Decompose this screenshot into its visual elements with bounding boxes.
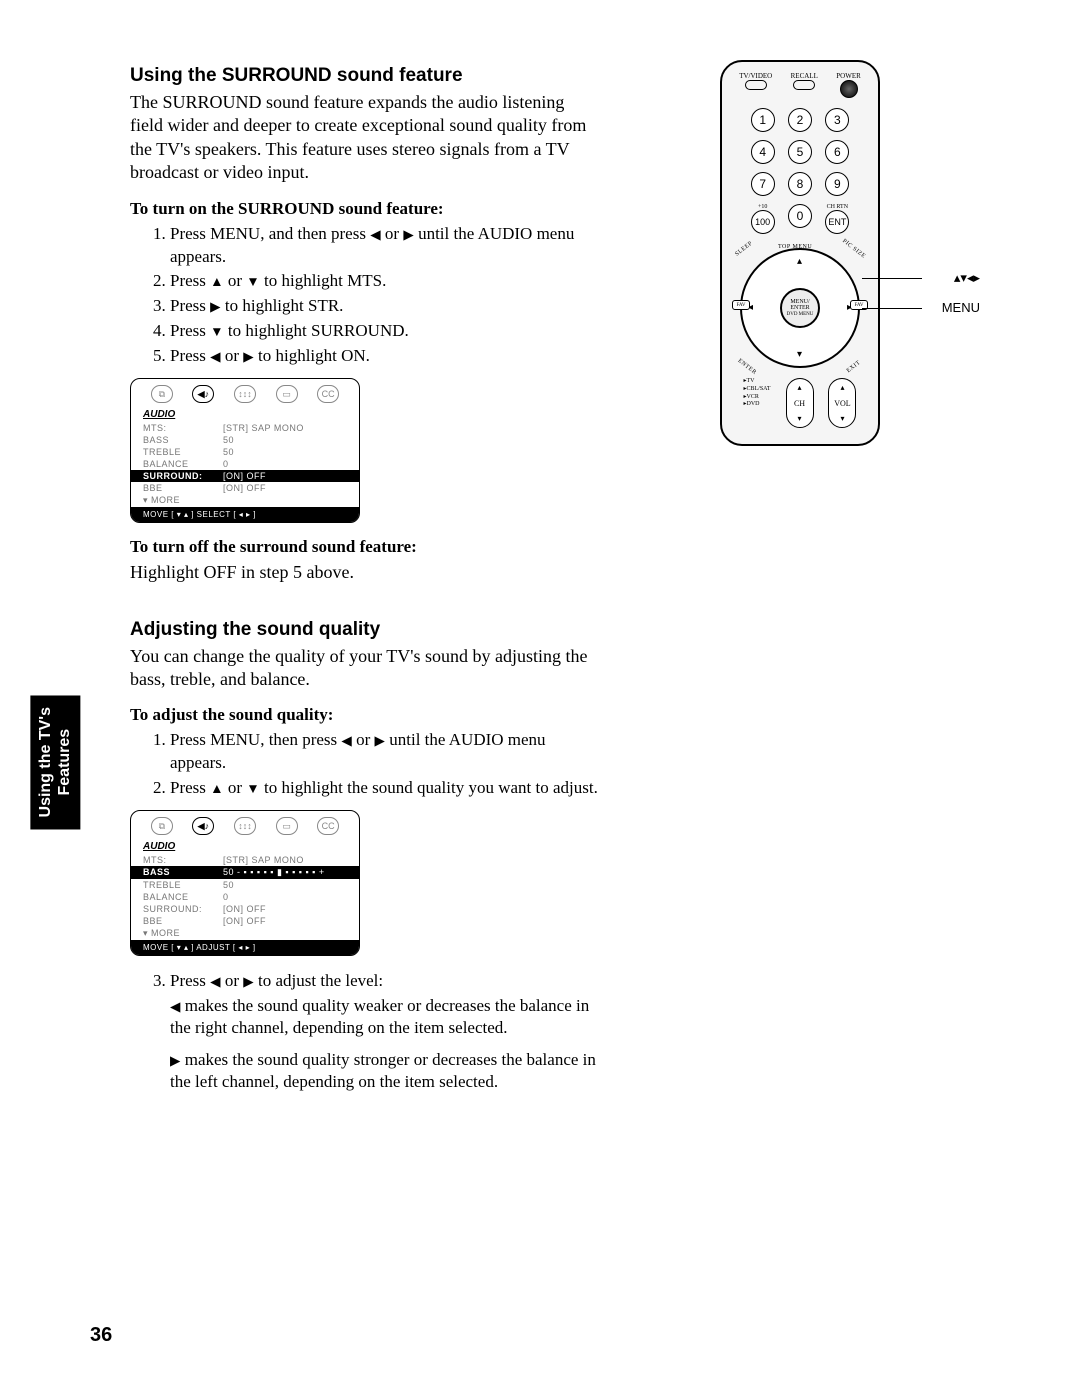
num-6: 6 (825, 140, 849, 164)
note-right: ▶ makes the sound quality stronger or de… (170, 1049, 600, 1093)
step1: Press MENU, and then press ◀ or ▶ until … (170, 223, 600, 269)
section1-sub-off: To turn off the surround sound feature: (130, 537, 600, 557)
tvvideo-label: TV/VIDEO (739, 72, 772, 80)
dpad: MENU/ENTERDVD MENU ▴ ▾ ◂ ▸ FAV FAV SLEEP… (740, 248, 860, 368)
callout-menu: MENU (942, 300, 980, 315)
mode-switch: ▸TV ▸CBL/SAT ▸VCR ▸DVD (743, 378, 770, 428)
osd-footer: MOVE [ ▾ ▴ ] SELECT [ ◂ ▸ ] (131, 507, 359, 522)
osd-title: AUDIO (131, 839, 359, 852)
main-column: Using the SURROUND sound feature The SUR… (130, 65, 600, 1103)
section2-heading: Adjusting the sound quality (130, 619, 600, 641)
numpad: 1 2 3 4 5 6 7 8 9 +10 100 0 CH RTN ENT (730, 100, 870, 242)
s2-step1: Press MENU, then press ◀ or ▶ until the … (170, 729, 600, 775)
power-label: POWER (836, 72, 861, 80)
section-tab: Using the TV'sFeatures (30, 695, 80, 829)
s2-step3: Press ◀ or ▶ to adjust the level: (170, 970, 600, 993)
remote-diagram: TV/VIDEO RECALL POWER 1 2 3 4 5 6 (720, 60, 880, 446)
recall-button (793, 80, 815, 90)
section2-steps: Press MENU, then press ◀ or ▶ until the … (170, 729, 600, 800)
num-7: 7 (751, 172, 775, 196)
callout-arrows: ▴▾◂▸ (954, 270, 980, 286)
page-number: 36 (90, 1324, 112, 1347)
num-4: 4 (751, 140, 775, 164)
num-2: 2 (788, 108, 812, 132)
osd-menu-bass: ⧉ ◀♪ ↕↕↕ ▭ CC AUDIO MTS:[STR] SAP MONO B… (130, 810, 360, 956)
ent-button: ENT (825, 210, 849, 234)
osd-tab-icon: ▭ (276, 385, 298, 403)
tvvideo-button (745, 80, 767, 90)
num-9: 9 (825, 172, 849, 196)
s2-step2: Press ▲ or ▼ to highlight the sound qual… (170, 777, 600, 800)
step3: Press ▶ to highlight STR. (170, 295, 600, 318)
num-100: 100 (751, 210, 775, 234)
step5: Press ◀ or ▶ to highlight ON. (170, 345, 600, 368)
num-5: 5 (788, 140, 812, 164)
osd-tab-icon: ⧉ (151, 385, 173, 403)
osd-title: AUDIO (131, 407, 359, 420)
osd-footer: MOVE [ ▾ ▴ ] ADJUST [ ◂ ▸ ] (131, 940, 359, 955)
osd-tab-icon: ↕↕↕ (234, 817, 256, 835)
menu-enter-button: MENU/ENTERDVD MENU (780, 288, 820, 328)
section2-sub: To adjust the sound quality: (130, 705, 600, 725)
step4: Press ▼ to highlight SURROUND. (170, 320, 600, 343)
up-arrow-icon: ▴ (797, 256, 802, 267)
osd-tab-icon: ↕↕↕ (234, 385, 256, 403)
num-3: 3 (825, 108, 849, 132)
section1-intro: The SURROUND sound feature expands the a… (130, 91, 600, 185)
num-8: 8 (788, 172, 812, 196)
osd-menu-surround: ⧉ ◀♪ ↕↕↕ ▭ CC AUDIO MTS:[STR] SAP MONO B… (130, 378, 360, 523)
osd-tab-audio-icon: ◀♪ (192, 817, 214, 835)
section1-heading: Using the SURROUND sound feature (130, 65, 600, 87)
manual-page: Using the TV'sFeatures Using the SURROUN… (0, 0, 1080, 1397)
vol-rocker: ▴VOL▾ (828, 378, 856, 428)
section1-steps-on: Press MENU, and then press ◀ or ▶ until … (170, 223, 600, 369)
osd-tab-audio-icon: ◀♪ (192, 385, 214, 403)
osd-tab-cc-icon: CC (317, 817, 339, 835)
num-0: 0 (788, 204, 812, 228)
ch-rocker: ▴CH▾ (786, 378, 814, 428)
osd-tab-icon: ▭ (276, 817, 298, 835)
num-1: 1 (751, 108, 775, 132)
power-button (840, 80, 858, 98)
note-left: ◀ makes the sound quality weaker or decr… (170, 995, 600, 1039)
fav-left: FAV (732, 300, 750, 310)
step2: Press ▲ or ▼ to highlight MTS. (170, 270, 600, 293)
osd-tab-cc-icon: CC (317, 385, 339, 403)
section1-off-para: Highlight OFF in step 5 above. (130, 561, 600, 584)
remote-column: TV/VIDEO RECALL POWER 1 2 3 4 5 6 (720, 60, 1000, 446)
section2-intro: You can change the quality of your TV's … (130, 645, 600, 692)
down-arrow-icon: ▾ (797, 349, 802, 360)
section2-steps-cont: Press ◀ or ▶ to adjust the level: (170, 970, 600, 993)
osd-tab-icon: ⧉ (151, 817, 173, 835)
section1-sub-on: To turn on the SURROUND sound feature: (130, 199, 600, 219)
recall-label: RECALL (791, 72, 818, 80)
